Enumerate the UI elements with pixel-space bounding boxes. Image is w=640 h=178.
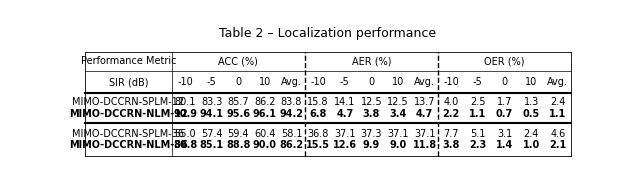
Text: MIMO-DCCRN-NLM-36: MIMO-DCCRN-NLM-36: [69, 140, 188, 150]
Text: Table 2 – Localization performance: Table 2 – Localization performance: [220, 27, 436, 40]
Text: 4.0: 4.0: [444, 98, 459, 108]
Text: 83.3: 83.3: [201, 98, 222, 108]
Text: 3.4: 3.4: [389, 109, 406, 119]
Text: 2.4: 2.4: [550, 98, 565, 108]
Text: AER (%): AER (%): [351, 56, 391, 66]
Text: 4.6: 4.6: [550, 129, 565, 139]
Text: SIR (dB): SIR (dB): [109, 77, 148, 87]
Text: 15.5: 15.5: [306, 140, 330, 150]
Text: 4.7: 4.7: [416, 109, 433, 119]
Text: -10: -10: [310, 77, 326, 87]
Text: 15.8: 15.8: [307, 98, 329, 108]
Text: 37.1: 37.1: [414, 129, 435, 139]
Text: 9.9: 9.9: [363, 140, 380, 150]
Text: 2.4: 2.4: [524, 129, 539, 139]
Text: 80.8: 80.8: [173, 140, 197, 150]
Text: 55.0: 55.0: [174, 129, 196, 139]
Text: 1.1: 1.1: [469, 109, 486, 119]
Text: 10: 10: [259, 77, 271, 87]
Text: 37.3: 37.3: [361, 129, 382, 139]
Text: 1.3: 1.3: [524, 98, 539, 108]
Text: OER (%): OER (%): [484, 56, 525, 66]
Text: 37.1: 37.1: [334, 129, 356, 139]
Text: -5: -5: [473, 77, 483, 87]
Text: Avg.: Avg.: [547, 77, 568, 87]
Text: 1.7: 1.7: [497, 98, 512, 108]
Text: 4.7: 4.7: [336, 109, 353, 119]
Text: 12.6: 12.6: [333, 140, 356, 150]
Text: 12.5: 12.5: [360, 98, 382, 108]
Text: MIMO-DCCRN-SPLM-36: MIMO-DCCRN-SPLM-36: [72, 129, 184, 139]
Text: -5: -5: [340, 77, 349, 87]
Text: 14.1: 14.1: [334, 98, 355, 108]
Text: Avg.: Avg.: [281, 77, 302, 87]
Text: 94.2: 94.2: [280, 109, 303, 119]
Text: 3.8: 3.8: [363, 109, 380, 119]
Text: 6.8: 6.8: [310, 109, 327, 119]
Text: 0: 0: [236, 77, 241, 87]
Text: 1.4: 1.4: [496, 140, 513, 150]
Text: 0: 0: [369, 77, 374, 87]
Text: 12.5: 12.5: [387, 98, 409, 108]
Text: 7.7: 7.7: [444, 129, 459, 139]
Text: 2.3: 2.3: [469, 140, 486, 150]
Text: 37.1: 37.1: [387, 129, 409, 139]
Text: 90.9: 90.9: [173, 109, 197, 119]
Text: 86.2: 86.2: [280, 140, 303, 150]
Text: 3.8: 3.8: [443, 140, 460, 150]
Text: 2.1: 2.1: [549, 140, 566, 150]
Text: -10: -10: [177, 77, 193, 87]
Text: 85.7: 85.7: [227, 98, 249, 108]
Text: 2.5: 2.5: [470, 98, 486, 108]
Text: 58.1: 58.1: [281, 129, 302, 139]
Text: 13.7: 13.7: [414, 98, 435, 108]
Text: 88.8: 88.8: [226, 140, 250, 150]
Text: 1.1: 1.1: [549, 109, 566, 119]
Text: Performance Metric: Performance Metric: [81, 56, 176, 66]
Text: MIMO-DCCRN-SPLM-12: MIMO-DCCRN-SPLM-12: [72, 98, 184, 108]
Text: 57.4: 57.4: [201, 129, 223, 139]
Text: ACC (%): ACC (%): [218, 56, 259, 66]
Text: 11.8: 11.8: [413, 140, 436, 150]
Text: 80.1: 80.1: [174, 98, 196, 108]
Text: 9.0: 9.0: [389, 140, 406, 150]
Text: Avg.: Avg.: [414, 77, 435, 87]
Text: 0.5: 0.5: [522, 109, 540, 119]
Text: 59.4: 59.4: [228, 129, 249, 139]
Text: -10: -10: [444, 77, 459, 87]
Text: 0: 0: [501, 77, 508, 87]
Text: 10: 10: [392, 77, 404, 87]
Text: 86.2: 86.2: [254, 98, 276, 108]
Text: MIMO-DCCRN-NLM-12: MIMO-DCCRN-NLM-12: [69, 109, 188, 119]
Text: -5: -5: [207, 77, 216, 87]
Text: 1.0: 1.0: [522, 140, 540, 150]
Text: 94.1: 94.1: [200, 109, 224, 119]
Text: 5.1: 5.1: [470, 129, 486, 139]
Text: 83.8: 83.8: [281, 98, 302, 108]
Text: 0.7: 0.7: [496, 109, 513, 119]
Text: 95.6: 95.6: [227, 109, 250, 119]
Text: 85.1: 85.1: [200, 140, 224, 150]
Text: 3.1: 3.1: [497, 129, 512, 139]
Text: 96.1: 96.1: [253, 109, 277, 119]
Text: 36.8: 36.8: [307, 129, 329, 139]
Text: 60.4: 60.4: [254, 129, 276, 139]
Text: 2.2: 2.2: [443, 109, 460, 119]
Text: 10: 10: [525, 77, 537, 87]
Text: 90.0: 90.0: [253, 140, 277, 150]
